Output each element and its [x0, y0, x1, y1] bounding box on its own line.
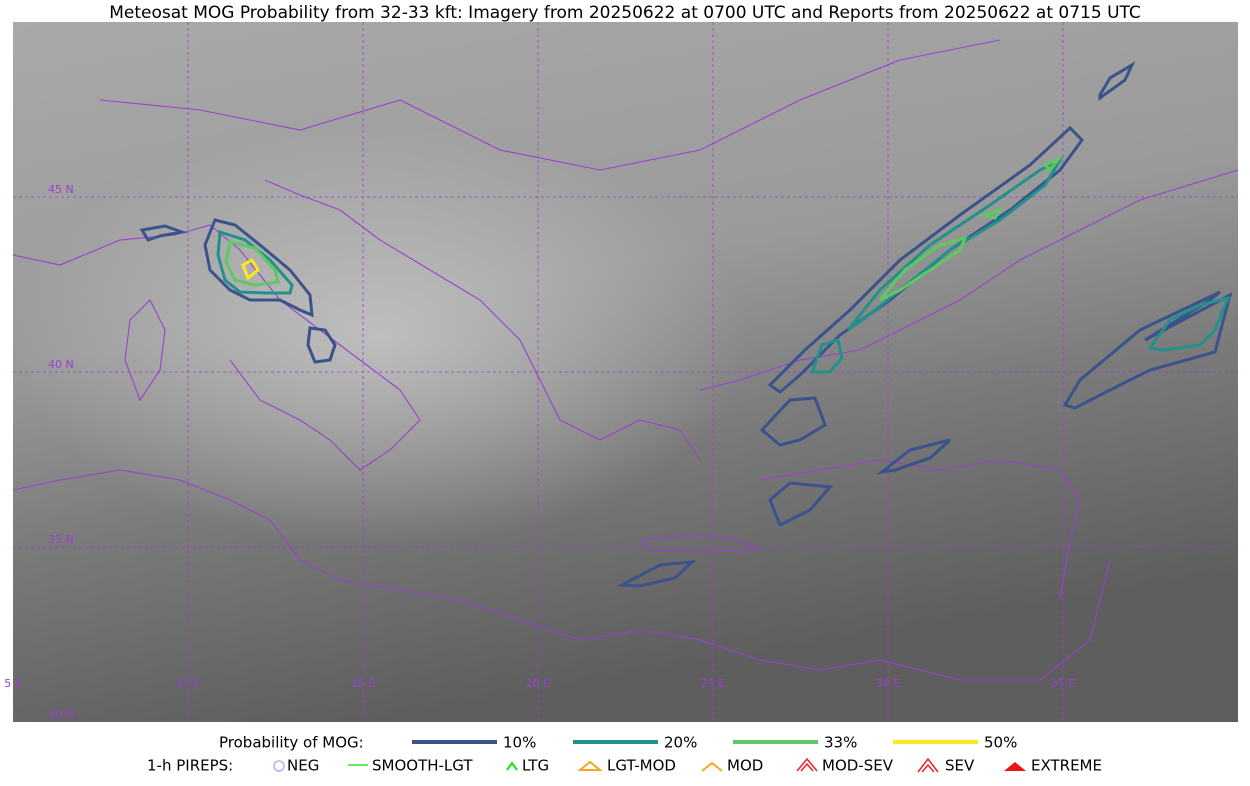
legend-label: LTG [522, 757, 549, 775]
lon-label: 15 E [351, 677, 375, 690]
legend-label: 33% [824, 734, 857, 752]
lat-label: 40 N [48, 358, 74, 371]
legend-icon [701, 761, 723, 772]
lon-label: 10 E [176, 677, 200, 690]
legend-label: MOD [727, 757, 763, 775]
title: Meteosat MOG Probability from 32-33 kft:… [109, 3, 1141, 23]
lat-label: 45 N [48, 183, 74, 196]
legend-label: 50% [984, 734, 1017, 752]
legend-label: 20% [664, 734, 697, 752]
legend-label: MOD-SEV [822, 757, 894, 775]
lon-label: 30 E [876, 677, 900, 690]
lat-label: 30 N [48, 708, 74, 721]
legend-icon [796, 757, 818, 772]
legend-label: NEG [287, 757, 319, 775]
legend-label: SEV [945, 757, 975, 775]
legend-icon [1004, 762, 1026, 771]
legend-title: 1-h PIREPS: [147, 757, 233, 775]
lon-label: 35 E [1051, 677, 1075, 690]
legend-label: 10% [503, 734, 536, 752]
legend-icon [577, 760, 603, 771]
legend-icon [506, 761, 518, 771]
legend-title: Probability of MOG: [219, 734, 364, 752]
map: 45 N 40 N 35 N 30 N 5 E 10 E 15 E 20 E 2… [4, 22, 1239, 722]
lat-labels: 45 N 40 N 35 N 30 N [48, 183, 74, 721]
lon-label: 20 E [526, 677, 550, 690]
legend-icon [273, 760, 285, 772]
lon-labels: 5 E 10 E 15 E 20 E 25 E 30 E 35 E [4, 677, 1075, 690]
lat-label: 35 N [48, 533, 74, 546]
legend-label: LGT-MOD [607, 757, 676, 775]
legend-label: EXTREME [1031, 757, 1102, 775]
legend: Probability of MOG: 10% 20% 33% 50% 1-h … [147, 734, 1102, 775]
legend-label: SMOOTH-LGT [372, 757, 473, 775]
legend-icon [917, 757, 939, 773]
lon-label: 5 E [4, 677, 21, 690]
grid [13, 22, 1238, 722]
contours [139, 61, 1233, 588]
lon-label: 25 E [701, 677, 725, 690]
